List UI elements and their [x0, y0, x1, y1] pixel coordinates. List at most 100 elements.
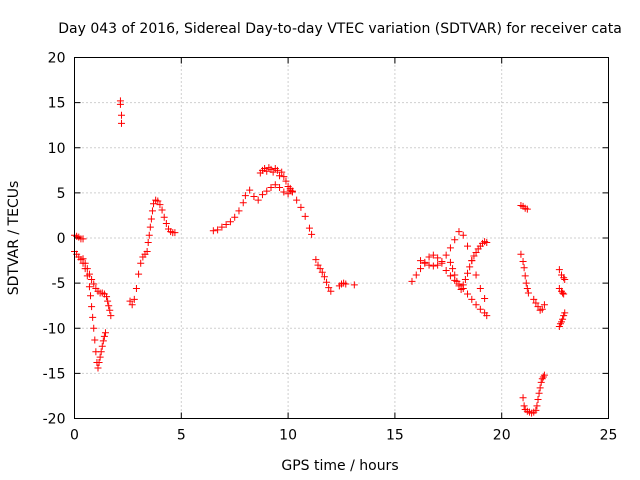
- data-point: [263, 187, 271, 195]
- data-point: [421, 259, 429, 267]
- data-point: [536, 384, 544, 392]
- data-point: [451, 271, 459, 279]
- data-point: [94, 364, 102, 372]
- data-point: [150, 200, 158, 208]
- data-point: [481, 294, 489, 302]
- data-point: [523, 285, 531, 293]
- data-point: [464, 290, 472, 298]
- data-point: [147, 215, 155, 223]
- data-point: [350, 281, 358, 289]
- data-point: [148, 207, 156, 215]
- data-point: [282, 177, 290, 185]
- data-point: [468, 295, 476, 303]
- data-point: [559, 315, 567, 323]
- series-arc-j: [408, 251, 491, 320]
- data-point: [128, 301, 136, 309]
- data-point: [325, 284, 333, 292]
- data-point: [160, 213, 168, 221]
- y-tick-label: 15: [48, 96, 66, 112]
- data-point: [429, 262, 437, 270]
- data-point: [117, 119, 125, 127]
- data-point: [90, 324, 98, 332]
- data-point: [555, 266, 563, 274]
- data-point: [537, 378, 545, 386]
- data-point: [533, 402, 541, 410]
- data-point: [521, 272, 529, 280]
- x-tick-labels: 0 5 10 15 20 25: [70, 428, 617, 444]
- data-point: [472, 248, 480, 256]
- data-point: [269, 168, 277, 176]
- data-point: [476, 305, 484, 313]
- x-tick-label: 0: [70, 428, 79, 444]
- data-point: [88, 276, 96, 284]
- series-arc-b: [71, 248, 109, 372]
- series-arc-g: [256, 164, 296, 195]
- data-point: [98, 342, 106, 350]
- data-point: [132, 285, 140, 293]
- data-point: [156, 201, 164, 209]
- data-point: [101, 329, 109, 337]
- data-point: [305, 224, 313, 232]
- data-point: [532, 299, 540, 307]
- data-point: [83, 265, 91, 273]
- data-point: [117, 111, 125, 119]
- data-point: [126, 297, 134, 305]
- data-point: [278, 168, 286, 176]
- data-point: [459, 281, 467, 289]
- data-point: [442, 266, 450, 274]
- data-point: [457, 285, 465, 293]
- data-point: [254, 196, 262, 204]
- data-point: [523, 205, 531, 213]
- data-point: [559, 289, 567, 297]
- x-tick-label: 25: [600, 428, 618, 444]
- data-points: [71, 97, 569, 417]
- series-arc-h: [312, 256, 335, 295]
- data-point: [107, 312, 115, 320]
- data-point: [417, 265, 425, 273]
- data-point: [466, 263, 474, 271]
- data-point: [323, 278, 331, 286]
- data-point: [135, 270, 143, 278]
- data-point: [472, 271, 480, 279]
- data-point: [280, 173, 288, 181]
- series-arc-k: [417, 228, 489, 302]
- data-point: [561, 309, 569, 317]
- data-point: [442, 251, 450, 259]
- data-point: [519, 257, 527, 265]
- data-point: [97, 348, 105, 356]
- y-tick-label: -20: [43, 412, 66, 428]
- data-point: [171, 229, 179, 237]
- data-point: [327, 287, 335, 295]
- data-point: [316, 265, 324, 273]
- data-point: [464, 242, 472, 250]
- data-point: [560, 290, 568, 298]
- y-tick-label: 0: [57, 231, 66, 247]
- data-point: [144, 239, 152, 247]
- data-point: [453, 277, 461, 285]
- data-point: [100, 332, 108, 340]
- y-tick-label: -5: [52, 276, 66, 292]
- x-tick-label: 5: [177, 428, 186, 444]
- series-arc-o: [519, 371, 548, 417]
- data-point: [137, 259, 145, 267]
- data-point: [209, 227, 217, 235]
- data-point: [417, 257, 425, 265]
- data-point: [235, 207, 243, 215]
- y-tick-label: 5: [57, 186, 66, 202]
- data-point: [522, 279, 530, 287]
- data-point: [293, 196, 301, 204]
- data-point: [538, 375, 546, 383]
- series-arc-p: [530, 295, 548, 314]
- data-point: [449, 265, 457, 273]
- data-point: [438, 257, 446, 265]
- data-point: [314, 261, 322, 269]
- data-point: [222, 220, 230, 228]
- data-point: [538, 305, 546, 313]
- y-tick-label: 20: [48, 51, 66, 67]
- data-point: [90, 280, 98, 288]
- data-point: [451, 236, 459, 244]
- data-point: [116, 100, 124, 108]
- data-point: [520, 402, 528, 410]
- data-point: [517, 250, 525, 258]
- data-point: [455, 282, 463, 290]
